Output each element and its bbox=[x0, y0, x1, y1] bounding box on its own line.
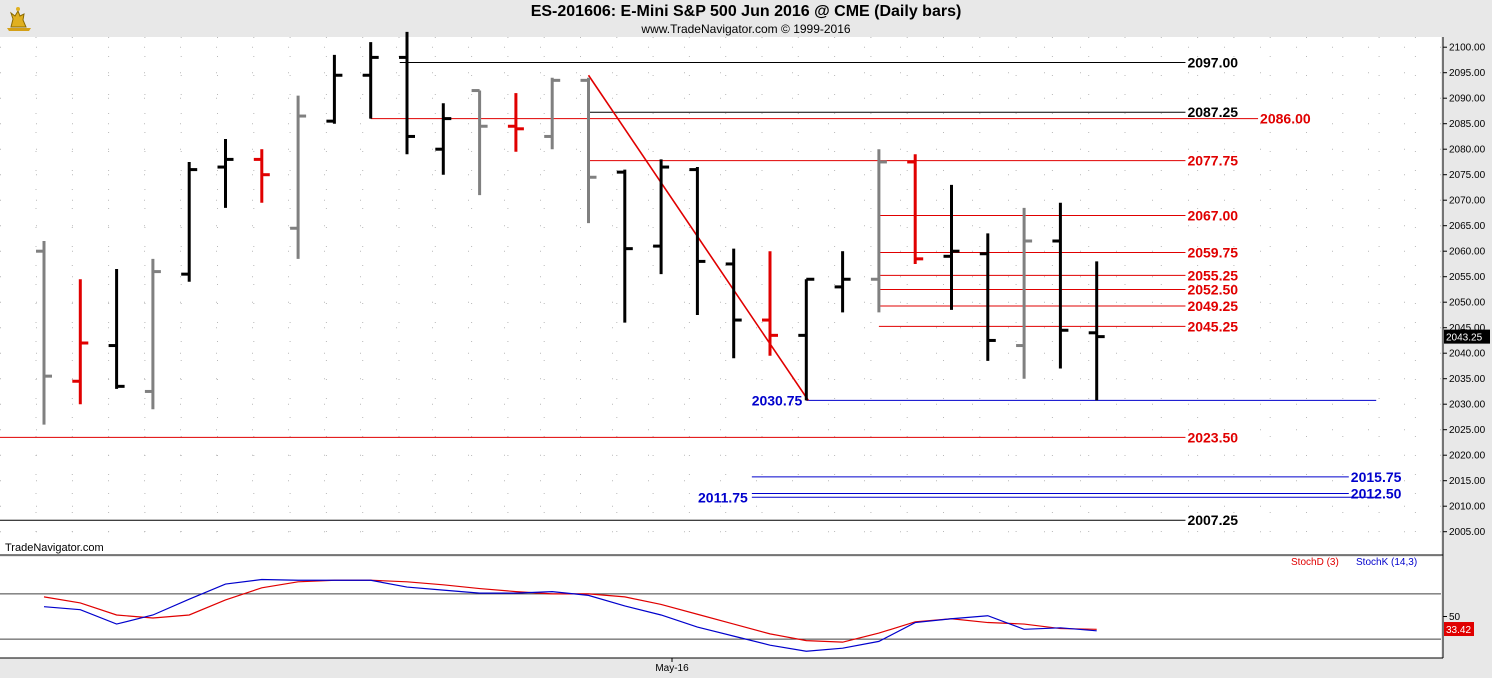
ohlc-bar[interactable] bbox=[435, 103, 452, 175]
y-tick-label: 2085.00 bbox=[1449, 119, 1486, 130]
y-tick-label: 2050.00 bbox=[1449, 298, 1486, 309]
ohlc-bar[interactable] bbox=[36, 241, 52, 425]
level-label: 2077.75 bbox=[1187, 153, 1238, 169]
ohlc-bar[interactable] bbox=[217, 139, 234, 208]
ohlc-bar[interactable] bbox=[544, 77, 561, 150]
ohlc-bar[interactable] bbox=[943, 184, 960, 310]
ohlc-bar[interactable] bbox=[580, 77, 597, 224]
y-tick-label: 2030.00 bbox=[1449, 400, 1486, 411]
ohlc-bar[interactable] bbox=[471, 89, 488, 196]
y-tick-label: 2045.00 bbox=[1449, 323, 1486, 334]
ohlc-bar[interactable] bbox=[725, 248, 742, 359]
ohlc-bar[interactable] bbox=[834, 251, 851, 313]
ohlc-bar[interactable] bbox=[181, 161, 198, 282]
ohlc-bar[interactable] bbox=[362, 42, 379, 119]
level-label: 2052.50 bbox=[1187, 281, 1238, 297]
chart-header: ES-201606: E-Mini S&P 500 Jun 2016 @ CME… bbox=[0, 0, 1492, 37]
stoch-value-badge bbox=[1444, 622, 1474, 637]
y-tick-label: 2065.00 bbox=[1449, 221, 1486, 232]
y-tick-label: 2055.00 bbox=[1449, 272, 1486, 283]
level-label: 2015.75 bbox=[1351, 469, 1402, 485]
y-tick-label: 2035.00 bbox=[1449, 374, 1486, 385]
y-tick-label: 2080.00 bbox=[1449, 145, 1486, 156]
stoch-series-line bbox=[43, 578, 1097, 652]
copyright-text: www.TradeNavigator.com © 1999-2016 bbox=[641, 22, 851, 36]
watermark-text: TradeNavigator.com bbox=[5, 542, 104, 554]
ohlc-bar[interactable] bbox=[870, 149, 887, 313]
y-tick-label: 2090.00 bbox=[1449, 94, 1486, 105]
bull-logo-icon bbox=[7, 7, 31, 31]
level-label: 2007.25 bbox=[1187, 512, 1238, 528]
y-tick-label: 2005.00 bbox=[1449, 527, 1486, 538]
level-label: 2067.00 bbox=[1187, 208, 1238, 224]
ohlc-bar[interactable] bbox=[290, 95, 307, 259]
ohlc-bar[interactable] bbox=[399, 31, 415, 155]
y-tick-label: 2100.00 bbox=[1449, 43, 1486, 54]
ohlc-bar[interactable] bbox=[907, 154, 924, 264]
ohlc-bar[interactable] bbox=[653, 159, 670, 275]
ohlc-bar[interactable] bbox=[1052, 202, 1069, 369]
level-label: 2023.50 bbox=[1187, 429, 1238, 445]
ohlc-bar[interactable] bbox=[326, 54, 343, 124]
ohlc-bar[interactable] bbox=[108, 269, 125, 389]
level-label: 2030.75 bbox=[752, 392, 803, 408]
level-label: 2049.25 bbox=[1187, 298, 1238, 314]
y-tick-label: 2025.00 bbox=[1449, 425, 1486, 436]
ohlc-bar[interactable] bbox=[1016, 207, 1033, 379]
stochastic-panel[interactable] bbox=[0, 557, 1441, 658]
y-tick-label: 2070.00 bbox=[1449, 196, 1486, 207]
level-label: 2086.00 bbox=[1260, 111, 1311, 127]
level-label: 2087.25 bbox=[1187, 104, 1238, 120]
y-tick-label: 2060.00 bbox=[1449, 247, 1486, 258]
ohlc-bar[interactable] bbox=[979, 233, 996, 361]
level-label: 2097.00 bbox=[1187, 55, 1238, 71]
level-label: 2012.50 bbox=[1351, 485, 1402, 501]
ohlc-bar[interactable] bbox=[144, 258, 161, 410]
price-axis-background bbox=[1443, 37, 1492, 658]
y-tick-label: 2075.00 bbox=[1449, 170, 1486, 181]
y-tick-label: 2095.00 bbox=[1449, 68, 1486, 79]
ohlc-bar[interactable] bbox=[253, 149, 270, 203]
x-axis-label: May-16 bbox=[655, 663, 689, 674]
level-label: 2055.25 bbox=[1187, 267, 1238, 283]
ohlc-bar[interactable] bbox=[1088, 261, 1105, 401]
y-tick-label: 2010.00 bbox=[1449, 502, 1486, 513]
y-tick-label: 2040.00 bbox=[1449, 349, 1486, 360]
last-price-badge bbox=[1444, 329, 1490, 344]
level-label: 2059.75 bbox=[1187, 244, 1238, 260]
stoch-value-label: 33.42 bbox=[1446, 625, 1471, 636]
stoch-y-tick-label: 50 bbox=[1449, 612, 1461, 623]
ohlc-bar[interactable] bbox=[616, 169, 633, 323]
last-price-label: 2043.25 bbox=[1446, 333, 1483, 344]
ohlc-bar[interactable] bbox=[689, 167, 706, 315]
y-tick-label: 2015.00 bbox=[1449, 476, 1486, 487]
y-tick-label: 2020.00 bbox=[1449, 451, 1486, 462]
ohlc-bar[interactable] bbox=[798, 277, 815, 401]
chart-title: ES-201606: E-Mini S&P 500 Jun 2016 @ CME… bbox=[530, 3, 962, 20]
level-label: 2045.25 bbox=[1187, 318, 1238, 334]
stoch-legend-entry: StochK (14,3) bbox=[1356, 557, 1417, 568]
stoch-legend-entry: StochD (3) bbox=[1291, 557, 1339, 568]
level-label: 2011.75 bbox=[698, 489, 748, 505]
ohlc-bar[interactable] bbox=[72, 279, 89, 405]
ohlc-bar[interactable] bbox=[507, 93, 524, 152]
ohlc-bar[interactable] bbox=[762, 251, 778, 356]
